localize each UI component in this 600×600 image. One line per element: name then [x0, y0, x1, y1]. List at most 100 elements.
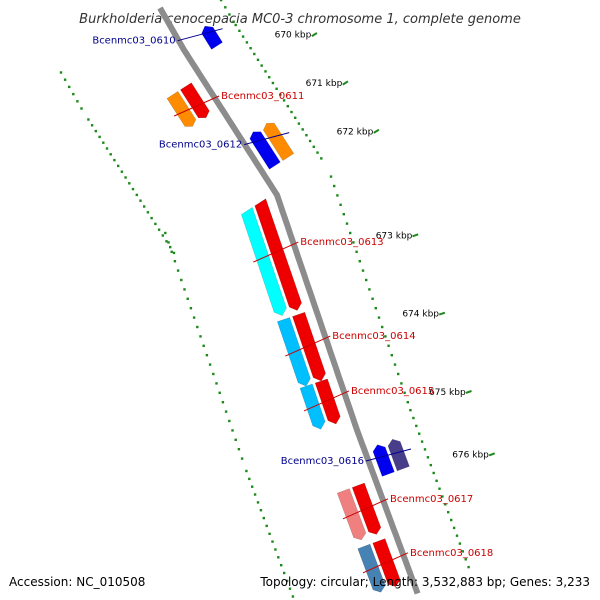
- outer-ring-dot: [461, 550, 464, 553]
- inner-ring-dot: [76, 100, 79, 103]
- inner-ring-dot: [72, 92, 75, 96]
- inner-ring-dot: [202, 344, 205, 347]
- outer-ring-dot: [444, 503, 447, 506]
- inner-ring-dot: [234, 438, 237, 441]
- inner-ring-dot: [59, 71, 63, 74]
- outer-ring-dot: [455, 534, 459, 537]
- outer-ring-dot: [429, 463, 432, 467]
- gene-label-0612a[interactable]: Bcenmc03_0612: [159, 140, 242, 151]
- inner-ring-dot: [262, 516, 265, 520]
- outer-ring-dot: [464, 558, 467, 561]
- accession-text: Accession: NC_010508: [9, 575, 145, 589]
- gene-label-0613a[interactable]: Bcenmc03_0613: [300, 237, 383, 248]
- inner-ring-dot: [268, 532, 271, 535]
- outer-ring-dot: [329, 175, 333, 178]
- outer-ring-dot: [260, 64, 263, 67]
- outer-ring-dot: [384, 335, 387, 338]
- gene-arrow-0610[interactable]: [201, 25, 223, 50]
- gene-label-leader: [342, 498, 389, 520]
- inner-ring-dot: [143, 205, 146, 208]
- kbp-tick-mark: [342, 80, 349, 86]
- inner-ring-dot: [113, 158, 116, 162]
- gene-label-0615a[interactable]: Bcenmc03_0615: [351, 386, 434, 397]
- inner-ring-dot: [199, 335, 202, 338]
- inner-ring-dot: [231, 429, 234, 432]
- inner-ring-dot: [265, 524, 268, 528]
- inner-ring-dot: [253, 493, 257, 496]
- gene-arrow-0611b[interactable]: [166, 91, 197, 127]
- outer-ring-dot: [438, 487, 441, 490]
- outer-ring-dot: [420, 440, 424, 443]
- inner-ring-dot: [68, 85, 71, 89]
- outer-ring-dot: [358, 260, 361, 263]
- kbp-tick-label: 670 kbp: [275, 31, 312, 41]
- inner-ring-dot: [161, 234, 164, 237]
- kbp-tick-label: 676 kbp: [452, 450, 489, 460]
- outer-ring-dot: [234, 23, 237, 27]
- inner-ring-dot: [124, 176, 127, 179]
- gene-arrow-0611a[interactable]: [180, 82, 210, 119]
- inner-ring-dot: [90, 124, 94, 127]
- gene-label-0610[interactable]: Bcenmc03_0610: [92, 36, 175, 47]
- gene-label-leader: [173, 95, 220, 117]
- inner-ring-dot: [139, 199, 142, 202]
- outer-ring-dot: [308, 139, 312, 143]
- gene-label-0614a[interactable]: Bcenmc03_0614: [332, 331, 415, 342]
- outer-ring-dot: [441, 495, 444, 498]
- gene-arrow-0613b[interactable]: [241, 207, 287, 316]
- gene-label-0618a[interactable]: Bcenmc03_0618: [410, 548, 493, 559]
- outer-ring-dot: [336, 194, 339, 197]
- inner-ring-dot: [146, 211, 150, 214]
- outer-ring-dot: [238, 29, 241, 32]
- inner-ring-dot: [280, 564, 283, 567]
- outer-ring-dot: [224, 6, 227, 9]
- gene-arrow-0616a[interactable]: [387, 438, 410, 472]
- outer-ring-dot: [381, 325, 384, 329]
- outer-ring-dot: [418, 432, 421, 435]
- outer-ring-dot: [400, 382, 403, 385]
- kbp-tick-label: 673 kbp: [376, 231, 413, 241]
- gene-labels: Bcenmc03_0610 Bcenmc03_0611 Bcenmc03_0612 B…: [92, 28, 493, 574]
- outer-ring-dot: [245, 41, 249, 44]
- inner-ring-dot: [164, 231, 167, 235]
- inner-ring-dot: [150, 216, 153, 220]
- outer-ring-dot: [290, 110, 293, 114]
- map-title: Burkholderia cenocepacia MC0-3 chromosom…: [79, 12, 521, 27]
- outer-ring-dot: [397, 372, 400, 376]
- inner-ring-dot: [228, 419, 231, 423]
- outer-ring-dot: [256, 58, 260, 61]
- inner-ring-dot: [251, 485, 254, 488]
- inner-ring-dot: [180, 278, 183, 282]
- inner-ring-dot: [196, 325, 199, 329]
- outer-ring-dot: [342, 213, 345, 216]
- outer-ring-dot: [345, 222, 349, 225]
- inner-ring-dot: [167, 241, 170, 244]
- gene-label-leader: [177, 28, 223, 42]
- gene-arrow-0615a[interactable]: [314, 378, 341, 425]
- inner-ring-dot: [176, 269, 180, 272]
- gene-arrow-0614a[interactable]: [292, 311, 326, 382]
- outer-ring-dot: [349, 231, 352, 235]
- outer-ring-dot: [241, 35, 245, 38]
- outer-ring-dot: [316, 151, 319, 154]
- inner-ring-dot: [157, 228, 161, 231]
- outer-ring-dot: [333, 184, 336, 188]
- gene-arrow-0613a[interactable]: [254, 198, 302, 311]
- gene-arrow-0612a[interactable]: [263, 122, 295, 161]
- gene-arrow-0617b[interactable]: [336, 488, 367, 541]
- gene-arrow-0618b[interactable]: [357, 543, 386, 593]
- inner-ring-dot: [120, 170, 124, 173]
- outer-ring-dot: [232, 20, 235, 23]
- outer-ring-dot: [228, 13, 231, 16]
- outer-ring-dot: [352, 241, 355, 244]
- gene-label-0616a[interactable]: Bcenmc03_0616: [281, 456, 364, 467]
- outer-ring-dot: [406, 401, 409, 404]
- outer-ring-dot: [450, 518, 453, 522]
- chromosome-backbone: [157, 6, 421, 595]
- gene-label-0617a[interactable]: Bcenmc03_0617: [390, 494, 473, 505]
- gene-arrow-0616b[interactable]: [372, 444, 395, 477]
- gene-label-0611a[interactable]: Bcenmc03_0611: [221, 91, 304, 102]
- inner-ring-dot: [173, 260, 177, 263]
- outer-ring-dot: [301, 128, 304, 131]
- outer-ring-dot: [282, 99, 286, 102]
